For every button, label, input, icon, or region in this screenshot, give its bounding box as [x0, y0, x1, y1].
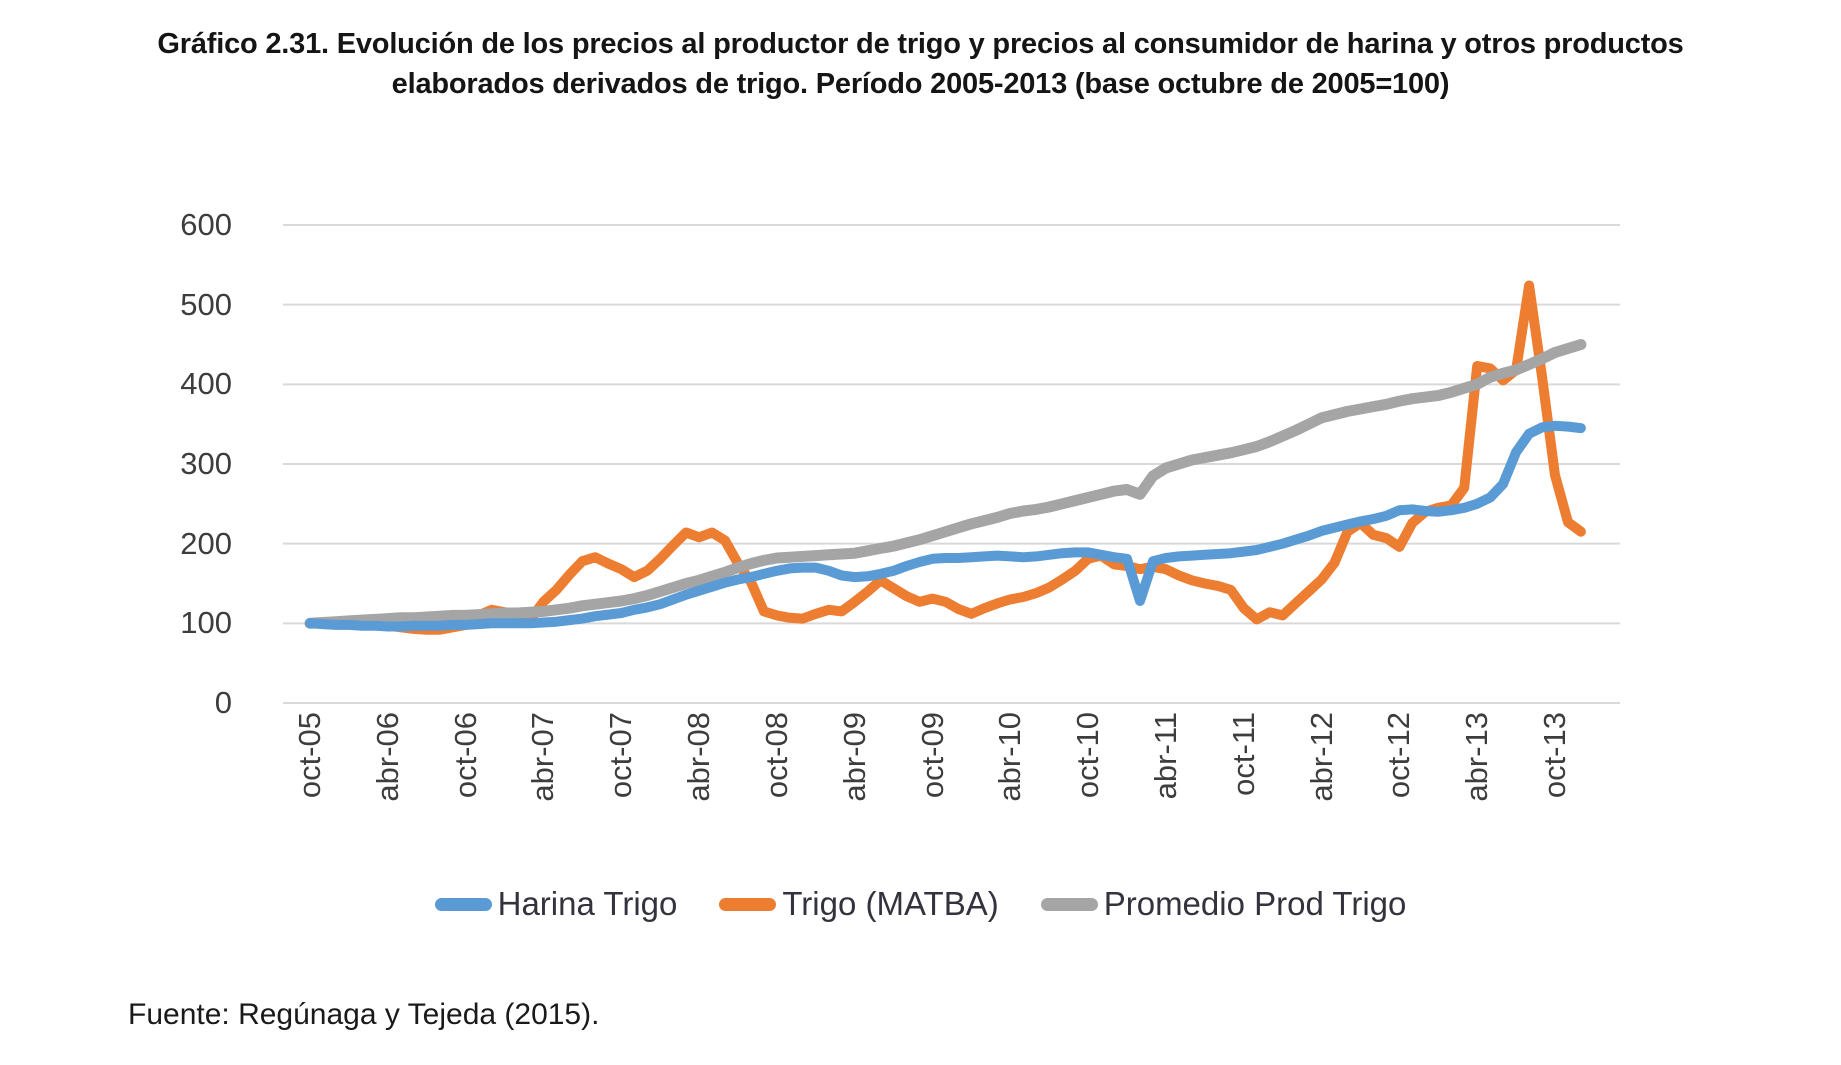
x-tick-label-abr-10: abr-10 — [992, 712, 1028, 802]
x-tick-label-abr-06: abr-06 — [369, 712, 405, 802]
x-tick-label-oct-06: oct-06 — [447, 712, 483, 799]
x-tick-label-oct-13: oct-13 — [1537, 712, 1572, 799]
legend-swatch-icon — [1040, 897, 1098, 911]
y-tick-label-100: 100 — [180, 605, 232, 641]
x-tick-label-abr-09: abr-09 — [836, 712, 872, 802]
x-tick-label-oct-11: oct-11 — [1225, 712, 1261, 796]
x-tick-label-abr-07: abr-07 — [525, 712, 561, 802]
series-line-promedio-prod-trigo — [304, 339, 1587, 629]
legend-item-harina-trigo: Harina Trigo — [434, 882, 678, 926]
series-line-harina-trigo — [305, 420, 1586, 632]
source-note: Fuente: Regúnaga y Tejeda (2015). — [128, 998, 600, 1031]
x-tick-label-oct-12: oct-12 — [1381, 712, 1417, 799]
y-tick-label-500: 500 — [180, 286, 232, 322]
figure-title-line1: Gráfico 2.31. Evolución de los precios a… — [157, 28, 1684, 60]
legend-label: Harina Trigo — [497, 885, 678, 922]
legend-swatch-icon — [719, 897, 777, 911]
y-tick-label-600: 600 — [180, 207, 232, 242]
legend-label: Promedio Prod Trigo — [1103, 885, 1407, 922]
series-line-trigo-matba- — [305, 280, 1586, 635]
figure-title-line2: elaborados derivados de trigo. Período 2… — [391, 68, 1450, 100]
x-tick-label-oct-05: oct-05 — [292, 712, 327, 799]
figure-title: Gráfico 2.31. Evolución de los precios a… — [0, 24, 1841, 104]
x-tick-label-oct-09: oct-09 — [914, 712, 950, 799]
x-tick-label-abr-11: abr-11 — [1147, 712, 1183, 800]
y-tick-label-300: 300 — [180, 446, 232, 481]
x-tick-label-abr-12: abr-12 — [1303, 712, 1339, 802]
y-tick-label-200: 200 — [180, 525, 232, 561]
x-tick-label-abr-13: abr-13 — [1459, 712, 1495, 802]
x-tick-label-oct-10: oct-10 — [1070, 712, 1106, 799]
x-tick-label-abr-08: abr-08 — [681, 712, 717, 802]
legend-swatch-icon — [434, 897, 492, 911]
y-tick-label-400: 400 — [180, 366, 232, 402]
chart-legend: Harina Trigo Trigo (MATBA) Promedio Prod T… — [0, 882, 1841, 926]
x-tick-label-oct-07: oct-07 — [603, 712, 639, 799]
y-tick-label-0: 0 — [214, 685, 232, 720]
x-tick-label-oct-08: oct-08 — [758, 712, 794, 799]
legend-item-promedio-prod-trigo: Promedio Prod Trigo — [1040, 882, 1407, 926]
plot-area — [283, 224, 1620, 704]
legend-item-trigo-matba-: Trigo (MATBA) — [719, 882, 999, 926]
legend-label: Trigo (MATBA) — [782, 885, 999, 922]
